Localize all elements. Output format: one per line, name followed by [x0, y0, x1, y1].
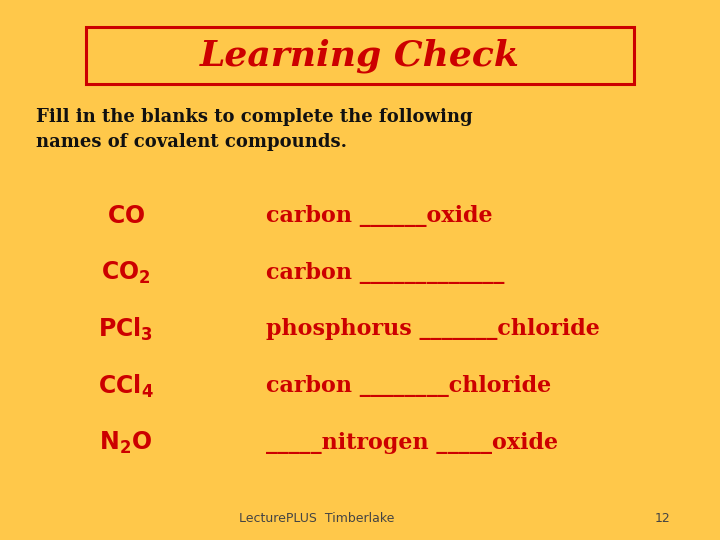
Text: carbon _____________: carbon _____________	[266, 262, 505, 284]
Text: LecturePLUS  Timberlake: LecturePLUS Timberlake	[239, 512, 395, 525]
FancyBboxPatch shape	[86, 27, 634, 84]
Text: Learning Check: Learning Check	[200, 38, 520, 72]
Text: 12: 12	[654, 512, 670, 525]
Text: $\mathbf{N_{2}O}$: $\mathbf{N_{2}O}$	[99, 430, 153, 456]
Text: $\mathbf{CO_{2}}$: $\mathbf{CO_{2}}$	[102, 260, 150, 286]
Text: $\mathbf{PCl_{3}}$: $\mathbf{PCl_{3}}$	[99, 316, 153, 343]
Text: $\mathbf{CO}$: $\mathbf{CO}$	[107, 204, 145, 228]
Text: Fill in the blanks to complete the following
names of covalent compounds.: Fill in the blanks to complete the follo…	[36, 108, 472, 151]
Text: $\mathbf{CCl_{4}}$: $\mathbf{CCl_{4}}$	[98, 373, 154, 400]
Text: _____nitrogen _____oxide: _____nitrogen _____oxide	[266, 432, 559, 454]
Text: carbon ______oxide: carbon ______oxide	[266, 205, 493, 227]
Text: phosphorus _______chloride: phosphorus _______chloride	[266, 319, 600, 340]
Text: carbon ________chloride: carbon ________chloride	[266, 375, 552, 397]
